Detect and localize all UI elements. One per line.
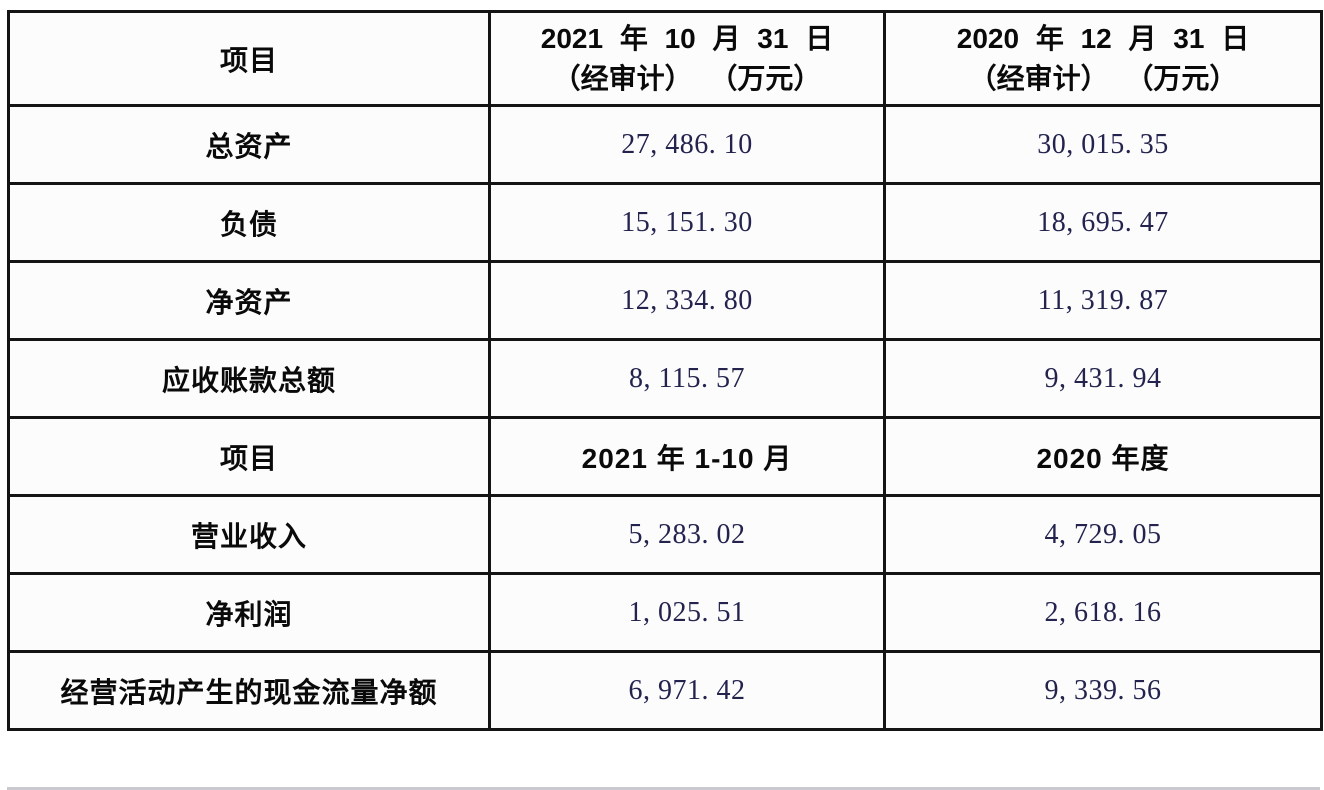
value-2021: 12, 334. 80 [621,284,753,316]
header-item-cell: 项目 [7,416,491,497]
value-2020: 18, 695. 47 [1037,206,1169,238]
row-label-cell: 净利润 [7,572,491,653]
table-row-net-profit: 净利润 1, 025. 51 2, 618. 16 [7,572,1323,653]
header-2020-date-line2: （经审计） （万元） [968,62,1238,94]
value-cell: 8, 115. 57 [488,338,886,419]
header-2020-date-cell: 2020 年 12 月 31 日 （经审计） （万元） [883,10,1323,107]
header-period-2021-cell: 2021 年 1-10 月 [488,416,886,497]
row-label-cell: 净资产 [7,260,491,341]
row-label: 营业收入 [190,520,307,552]
value-cell: 9, 339. 56 [883,650,1323,731]
header-period-2020-cell: 2020 年度 [883,416,1323,497]
row-label: 经营活动产生的现金流量净额 [60,676,438,708]
value-cell: 12, 334. 80 [488,260,886,341]
value-2020: 9, 339. 56 [1044,674,1162,706]
value-2021: 1, 025. 51 [628,596,746,628]
value-cell: 6, 971. 42 [488,650,886,731]
value-2021: 6, 971. 42 [628,674,746,706]
value-cell: 30, 015. 35 [883,104,1323,185]
financial-summary-table: 项目 2021 年 10 月 31 日 （经审计） （万元） 2020 年 12… [7,10,1323,731]
row-label: 应收账款总额 [161,364,336,396]
value-cell: 18, 695. 47 [883,182,1323,263]
header-2021-date-line1: 2021 年 10 月 31 日 [540,22,834,54]
value-cell: 11, 319. 87 [883,260,1323,341]
value-2020: 9, 431. 94 [1044,362,1162,394]
row-label-cell: 经营活动产生的现金流量净额 [7,650,491,731]
table-row-operating-revenue: 营业收入 5, 283. 02 4, 729. 05 [7,494,1323,575]
value-cell: 2, 618. 16 [883,572,1323,653]
table-row-net-assets: 净资产 12, 334. 80 11, 319. 87 [7,260,1323,341]
row-label: 净利润 [205,598,293,630]
header-2021-date-cell: 2021 年 10 月 31 日 （经审计） （万元） [488,10,886,107]
row-label: 总资产 [205,130,293,162]
header-item-cell: 项目 [7,10,491,107]
value-2020: 30, 015. 35 [1037,128,1169,160]
table-row-total-assets: 总资产 27, 486. 10 30, 015. 35 [7,104,1323,185]
value-cell: 15, 151. 30 [488,182,886,263]
row-label-cell: 营业收入 [7,494,491,575]
row-label: 净资产 [205,286,293,318]
table-row-period-header: 项目 2021 年 1-10 月 2020 年度 [7,416,1323,497]
value-2021: 27, 486. 10 [621,128,753,160]
value-2021: 8, 115. 57 [629,362,745,394]
header-2021-date-line2: （经审计） （万元） [552,62,822,94]
table-row-liabilities: 负债 15, 151. 30 18, 695. 47 [7,182,1323,263]
value-cell: 27, 486. 10 [488,104,886,185]
value-2021: 5, 283. 02 [628,518,746,550]
row-label: 负债 [219,208,278,240]
value-2021: 15, 151. 30 [621,206,753,238]
value-2020: 4, 729. 05 [1044,518,1162,550]
table-row-accounts-receivable: 应收账款总额 8, 115. 57 9, 431. 94 [7,338,1323,419]
row-label-cell: 应收账款总额 [7,338,491,419]
value-cell: 1, 025. 51 [488,572,886,653]
header-period-2021-label: 2021 年 1-10 月 [581,442,793,474]
table-row: 项目 2021 年 10 月 31 日 （经审计） （万元） 2020 年 12… [7,10,1323,107]
header-item-label: 项目 [219,442,278,474]
value-2020: 11, 319. 87 [1037,284,1169,316]
header-2020-date-line1: 2020 年 12 月 31 日 [956,22,1250,54]
value-2020: 2, 618. 16 [1044,596,1162,628]
header-item-label: 项目 [219,44,278,76]
row-label-cell: 总资产 [7,104,491,185]
cropped-next-row-edge [7,787,1320,790]
value-cell: 5, 283. 02 [488,494,886,575]
header-period-2020-label: 2020 年度 [1036,442,1170,474]
table-row-operating-cash-flow: 经营活动产生的现金流量净额 6, 971. 42 9, 339. 56 [7,650,1323,731]
value-cell: 4, 729. 05 [883,494,1323,575]
value-cell: 9, 431. 94 [883,338,1323,419]
row-label-cell: 负债 [7,182,491,263]
